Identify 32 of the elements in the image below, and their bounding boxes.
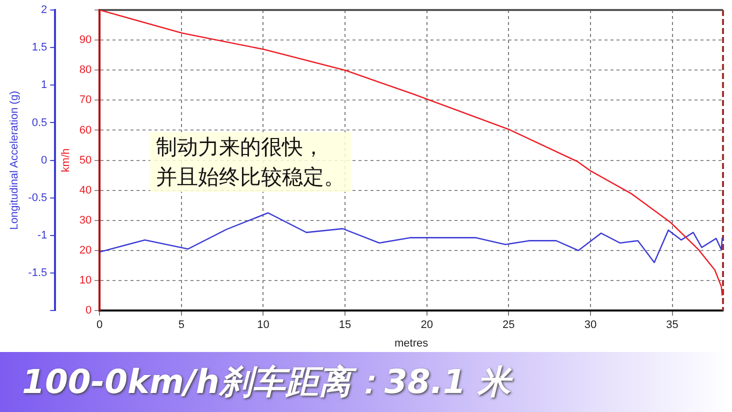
y-tick-label: -1.5 bbox=[28, 267, 48, 280]
x-tick-label: 30 bbox=[584, 319, 597, 332]
y2-tick-label: 20 bbox=[79, 244, 92, 257]
x-tick-label: 0 bbox=[96, 319, 103, 332]
y-tick-label: 0.5 bbox=[32, 116, 48, 129]
x-tick-label: 20 bbox=[420, 319, 433, 332]
x-axis-title: metres bbox=[394, 337, 429, 350]
x-tick-label: 10 bbox=[257, 319, 270, 332]
y2-tick-label: 90 bbox=[79, 34, 92, 46]
y2-tick-label: 80 bbox=[79, 64, 92, 76]
y2-axis-title: km/h bbox=[60, 148, 72, 172]
text: 100-0km/h刹车距离：38.1 米 bbox=[0, 352, 732, 412]
y2-tick-label: 30 bbox=[79, 214, 92, 226]
y2-tick-label: 50 bbox=[79, 154, 92, 166]
y-tick-label: 0 bbox=[41, 154, 48, 166]
y2-tick-label: 70 bbox=[79, 94, 92, 106]
x-tick-label: 15 bbox=[338, 319, 352, 332]
y2-tick-label: 60 bbox=[79, 124, 92, 136]
annotation: 制动力来的很快， bbox=[156, 134, 325, 161]
y-tick-label: 2 bbox=[41, 4, 48, 16]
y2-tick-label: 0 bbox=[85, 304, 92, 317]
y2-tick-label: 10 bbox=[79, 274, 92, 287]
y-tick-label: 1 bbox=[41, 79, 48, 92]
y-axis-title: Longitudinal Acceleration (g) bbox=[8, 90, 21, 230]
y-tick-label: 1.5 bbox=[32, 42, 48, 54]
x-tick-label: 35 bbox=[666, 319, 678, 332]
y-tick-label: -1 bbox=[37, 229, 48, 242]
y-tick-label: -0.5 bbox=[28, 192, 48, 204]
x-tick-label: 5 bbox=[178, 319, 184, 332]
x-tick-label: 25 bbox=[502, 319, 515, 332]
annotation: 并且始终比较稳定。 bbox=[156, 164, 345, 191]
y2-tick-label: 40 bbox=[79, 184, 92, 196]
